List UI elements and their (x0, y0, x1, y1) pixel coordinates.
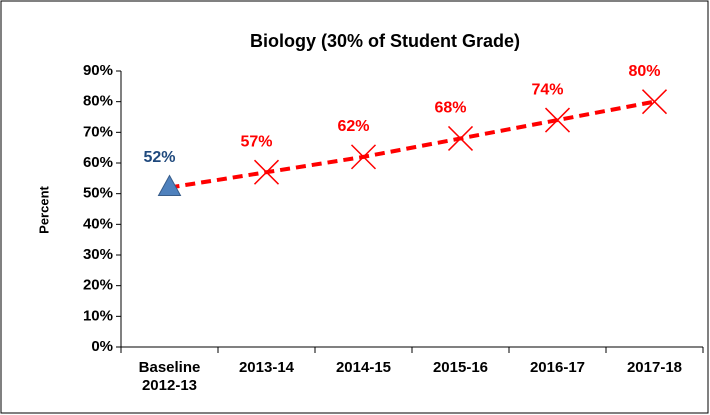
data-label: 74% (531, 81, 563, 98)
marker (544, 107, 571, 133)
x-tick-label: 2013-14 (238, 359, 295, 376)
y-tick-label: 80% (83, 93, 113, 110)
x-tick-label: 2014-15 (335, 359, 392, 376)
y-tick-label: 90% (83, 62, 113, 79)
marker (157, 174, 182, 197)
marker (350, 144, 377, 170)
data-label: 52% (143, 149, 175, 166)
y-tick-label: 30% (83, 246, 113, 263)
y-tick-label: 70% (83, 123, 113, 140)
x-tick-label: 2017-18 (626, 359, 683, 376)
y-tick-label: 10% (83, 307, 113, 324)
line (169, 99, 655, 190)
marker (447, 125, 474, 151)
x-tick-label: 2016-17 (529, 359, 586, 376)
y-tick-label: 20% (83, 277, 113, 294)
y-tick-label: 50% (83, 185, 113, 202)
y-tick-label: 60% (83, 154, 113, 171)
data-label: 80% (628, 63, 660, 80)
data-label: 62% (337, 118, 369, 135)
chart-title: Biology (30% of Student Grade) (250, 31, 520, 51)
marker (253, 159, 280, 185)
marker (641, 89, 668, 115)
data-label: 57% (240, 133, 272, 150)
x-tick-label: Baseline 2012-13 (138, 359, 201, 394)
y-axis-title: Percent (36, 185, 51, 233)
data-label: 68% (434, 100, 466, 117)
y-tick-label: 40% (83, 215, 113, 232)
x-tick-label: 2015-16 (432, 359, 489, 376)
y-tick-label: 0% (91, 338, 113, 355)
